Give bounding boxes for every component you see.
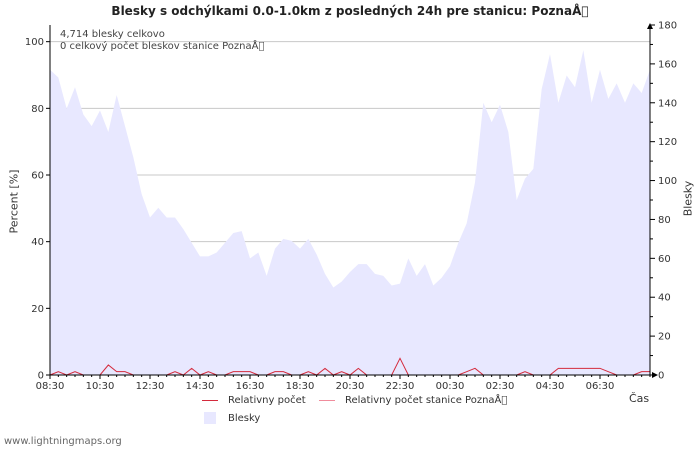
x-tick-label: 20:30 bbox=[336, 381, 365, 392]
x-tick-label: 22:30 bbox=[386, 381, 415, 392]
right-axis-ticks: 0 20 40 60 80 100 120 140 160 180 bbox=[650, 21, 677, 382]
x-tick-label: 14:30 bbox=[186, 381, 215, 392]
left-tick-label: 0 bbox=[38, 371, 44, 382]
x-tick-label: 12:30 bbox=[136, 381, 165, 392]
x-tick-label: 08:30 bbox=[36, 381, 65, 392]
left-tick-label: 100 bbox=[25, 37, 44, 48]
blesky-area-series bbox=[50, 50, 650, 375]
footer-credit: www.lightningmaps.org bbox=[4, 436, 122, 447]
left-tick-label: 20 bbox=[31, 304, 44, 315]
legend-relative-label: Relativny počet bbox=[228, 395, 306, 406]
right-tick-label: 60 bbox=[658, 254, 671, 265]
y-axis-left-label: Percent [%] bbox=[7, 169, 21, 234]
x-axis-ticks: 08:30 10:30 12:30 14:30 16:30 18:30 20:30 22:30… bbox=[36, 375, 651, 392]
legend-relative-swatch bbox=[202, 400, 218, 401]
legend-item-relative: Relativny počet bbox=[202, 395, 306, 406]
x-tick-label: 10:30 bbox=[86, 381, 115, 392]
legend-item-blesky: Blesky bbox=[202, 412, 260, 424]
x-tick-label: 00:30 bbox=[436, 381, 465, 392]
blesky-area bbox=[50, 50, 650, 375]
right-tick-label: 180 bbox=[658, 21, 677, 32]
x-axis-label: Čas bbox=[629, 392, 650, 405]
right-tick-label: 140 bbox=[658, 98, 677, 109]
left-tick-label: 40 bbox=[31, 237, 44, 248]
right-tick-label: 120 bbox=[658, 137, 677, 148]
right-axis-arrow bbox=[647, 23, 653, 29]
right-tick-label: 0 bbox=[658, 371, 664, 382]
legend-relative-station-swatch bbox=[319, 400, 335, 401]
x-tick-label: 04:30 bbox=[536, 381, 565, 392]
right-tick-label: 160 bbox=[658, 59, 677, 70]
chart-title: Blesky s odchýlkami 0.0-1.0km z posledný… bbox=[111, 4, 589, 18]
legend-relative-station-label: Relativny počet stanice PoznaÅ  bbox=[345, 395, 508, 406]
legend-blesky-swatch bbox=[204, 412, 216, 424]
left-tick-label: 60 bbox=[31, 171, 44, 182]
y-axis-right-label: Blesky bbox=[681, 180, 695, 217]
right-tick-label: 40 bbox=[658, 293, 671, 304]
right-tick-label: 100 bbox=[658, 176, 677, 187]
legend-item-relative-station: Relativny počet stanice PoznaÅ  bbox=[319, 395, 507, 406]
x-tick-label: 18:30 bbox=[286, 381, 315, 392]
right-tick-label: 80 bbox=[658, 215, 671, 226]
left-axis-ticks: 0 20 40 60 80 100 bbox=[25, 37, 50, 382]
x-tick-label: 02:30 bbox=[486, 381, 515, 392]
station-strikes-annotation: 0 celkový počet bleskov stanice PoznaÅ  bbox=[60, 41, 265, 52]
legend-blesky-label: Blesky bbox=[228, 412, 261, 424]
total-strikes-annotation: 4,714 blesky celkovo bbox=[60, 29, 165, 40]
right-tick-label: 20 bbox=[658, 332, 671, 343]
left-tick-label: 80 bbox=[31, 104, 44, 115]
x-tick-label: 16:30 bbox=[236, 381, 265, 392]
x-tick-label: 06:30 bbox=[586, 381, 615, 392]
